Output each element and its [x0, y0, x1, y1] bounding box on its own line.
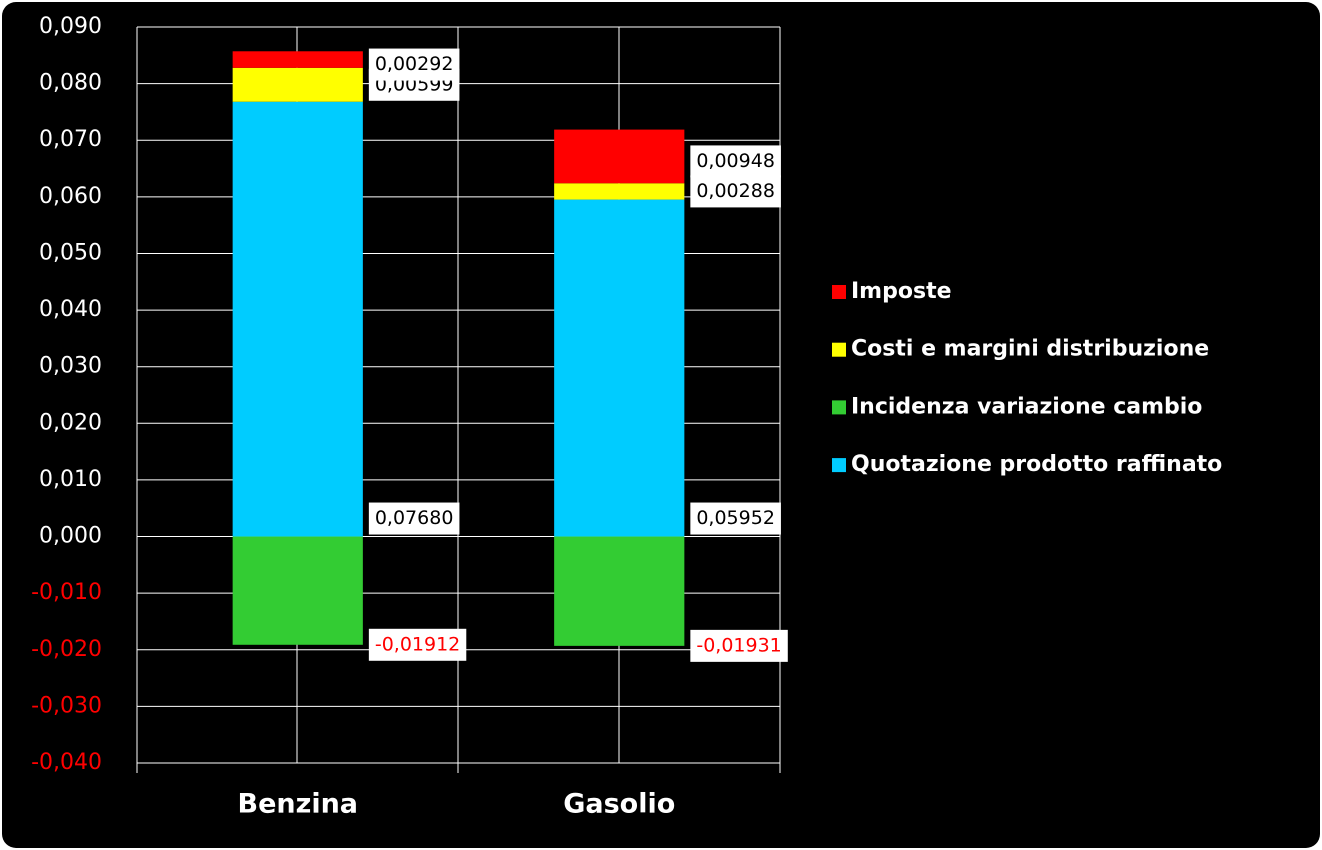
y-tick-label: 0,000	[39, 524, 102, 549]
legend-label: Incidenza variazione cambio	[851, 394, 1202, 419]
data-label: 0,07680	[375, 507, 454, 529]
x-tick-label: Gasolio	[563, 789, 675, 820]
data-label: 0,00948	[696, 150, 775, 172]
data-label: 0,05952	[696, 507, 775, 529]
bar-segment	[554, 536, 685, 646]
data-label: -0,01931	[696, 634, 781, 656]
bar-segment	[554, 199, 685, 537]
bar-segment	[554, 129, 685, 184]
data-label: 0,00292	[375, 53, 454, 75]
data-label-box	[690, 629, 788, 662]
bar-segment	[232, 67, 363, 102]
y-tick-label: 0,080	[39, 71, 102, 96]
legend-label: Costi e margini distribuzione	[851, 337, 1209, 362]
y-tick-label: -0,010	[31, 580, 102, 605]
data-label-box	[368, 48, 460, 81]
legend-label: Imposte	[851, 279, 952, 304]
data-label-box	[690, 175, 781, 208]
data-label-box	[368, 628, 467, 661]
y-tick-label: 0,070	[39, 127, 102, 152]
y-tick-label: -0,030	[31, 693, 102, 718]
y-tick-label: -0,020	[31, 637, 102, 662]
data-label-box	[368, 502, 460, 535]
bar-segment	[232, 51, 363, 68]
data-label: -0,01912	[375, 633, 460, 655]
legend-label: Quotazione prodotto raffinato	[851, 452, 1222, 477]
bar-segment	[232, 101, 363, 537]
y-tick-label: 0,020	[39, 410, 102, 435]
legend-marker	[832, 458, 846, 473]
y-tick-label: 0,090	[39, 14, 102, 39]
y-tick-label: 0,040	[39, 297, 102, 322]
y-tick-label: -0,040	[31, 750, 102, 775]
legend-marker	[832, 342, 846, 357]
bar-segment	[554, 183, 685, 200]
y-tick-label: 0,050	[39, 240, 102, 265]
legend-marker	[832, 285, 846, 299]
legend-marker	[832, 400, 846, 415]
y-tick-label: 0,030	[39, 354, 102, 379]
data-label-box	[690, 502, 781, 535]
data-label-box	[690, 145, 781, 178]
x-tick-label: Benzina	[237, 789, 358, 820]
y-tick-label: 0,060	[39, 184, 102, 209]
bar-segment	[232, 536, 363, 645]
data-label: 0,00288	[696, 180, 775, 202]
y-tick-label: 0,010	[39, 467, 102, 492]
